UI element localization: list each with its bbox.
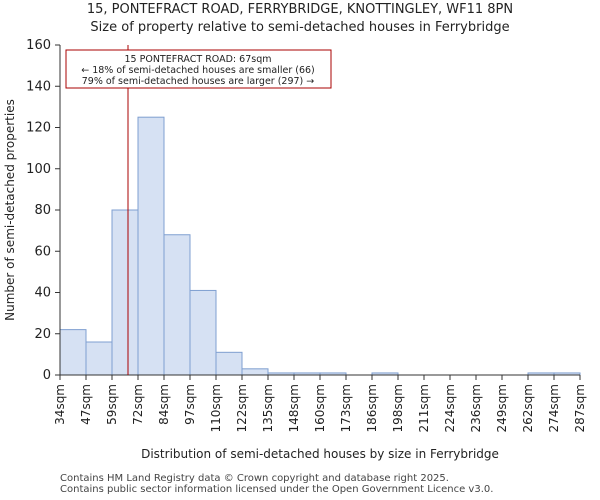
- chart-subtitle: Size of property relative to semi-detach…: [90, 20, 510, 35]
- x-tick-label-110sqm: 110sqm: [209, 384, 223, 432]
- x-tick-label-262sqm: 262sqm: [521, 384, 535, 432]
- annotation-line-2: ← 18% of semi-detached houses are smalle…: [81, 65, 315, 76]
- x-tick-label-72sqm: 72sqm: [131, 384, 145, 425]
- x-tick-label-274sqm: 274sqm: [547, 384, 561, 432]
- annotation-line-3: 79% of semi-detached houses are larger (…: [82, 76, 315, 87]
- annotation-border: [65, 49, 332, 89]
- footer-licence: Contains public sector information licen…: [60, 484, 494, 495]
- bar-97sqm: [189, 289, 217, 376]
- bars-group: [59, 116, 581, 376]
- y-tick-label-120: 120: [26, 121, 51, 136]
- x-axis: 34sqm 47sqm 59sqm 72sqm 84sqm 97sqm 110sqm 122s…: [53, 374, 587, 432]
- x-tick-label-198sqm: 198sqm: [391, 384, 405, 432]
- y-axis: 0 20 40 60 80 100 120 140 160: [26, 38, 61, 383]
- x-tick-label-173sqm: 173sqm: [339, 384, 353, 432]
- x-tick-label-97sqm: 97sqm: [183, 384, 197, 425]
- y-axis-label: Number of semi-detached properties: [3, 99, 17, 321]
- bar-110sqm: [215, 351, 243, 376]
- bar-72sqm: [137, 116, 165, 376]
- y-tick-label-20: 20: [34, 327, 51, 342]
- y-tick-label-40: 40: [34, 286, 51, 301]
- x-tick-label-84sqm: 84sqm: [157, 384, 171, 425]
- x-tick-label-287sqm: 287sqm: [573, 384, 587, 432]
- y-tick-label-140: 140: [26, 79, 51, 94]
- histogram-chart: 0 20 40 60 80 100 120 140 160 34sqm 47sqm 59sqm 72s…: [3, 38, 587, 461]
- x-tick-label-148sqm: 148sqm: [287, 384, 301, 432]
- footer-copyright: Contains HM Land Registry data © Crown c…: [60, 473, 449, 484]
- x-tick-label-34sqm: 34sqm: [53, 384, 67, 425]
- x-tick-label-160sqm: 160sqm: [313, 384, 327, 432]
- x-tick-label-236sqm: 236sqm: [469, 384, 483, 432]
- annotation-line-1: 15 PONTEFRACT ROAD: 67sqm: [125, 54, 272, 65]
- x-tick-label-47sqm: 47sqm: [79, 384, 93, 425]
- bar-122sqm: [241, 368, 269, 376]
- bar-84sqm: [163, 234, 191, 376]
- x-tick-label-186sqm: 186sqm: [365, 384, 379, 432]
- bar-59sqm: [111, 209, 139, 376]
- y-tick-label-160: 160: [26, 38, 51, 53]
- x-tick-label-249sqm: 249sqm: [495, 384, 509, 432]
- y-tick-label-80: 80: [34, 203, 51, 218]
- bar-47sqm: [85, 341, 113, 376]
- annotation-box: 15 PONTEFRACT ROAD: 67sqm← 18% of semi-d…: [65, 49, 332, 89]
- x-tick-label-211sqm: 211sqm: [417, 384, 431, 432]
- y-tick-label-60: 60: [34, 244, 51, 259]
- chart-title: 15, PONTEFRACT ROAD, FERRYBRIDGE, KNOTTI…: [86, 2, 514, 17]
- x-tick-label-59sqm: 59sqm: [105, 384, 119, 425]
- x-axis-label: Distribution of semi-detached houses by …: [141, 447, 499, 461]
- x-tick-label-135sqm: 135sqm: [261, 384, 275, 432]
- x-tick-label-224sqm: 224sqm: [443, 384, 457, 432]
- x-tick-label-122sqm: 122sqm: [235, 384, 249, 432]
- y-tick-label-100: 100: [26, 162, 51, 177]
- bar-34sqm: [59, 329, 87, 376]
- y-tick-label-0: 0: [43, 368, 51, 383]
